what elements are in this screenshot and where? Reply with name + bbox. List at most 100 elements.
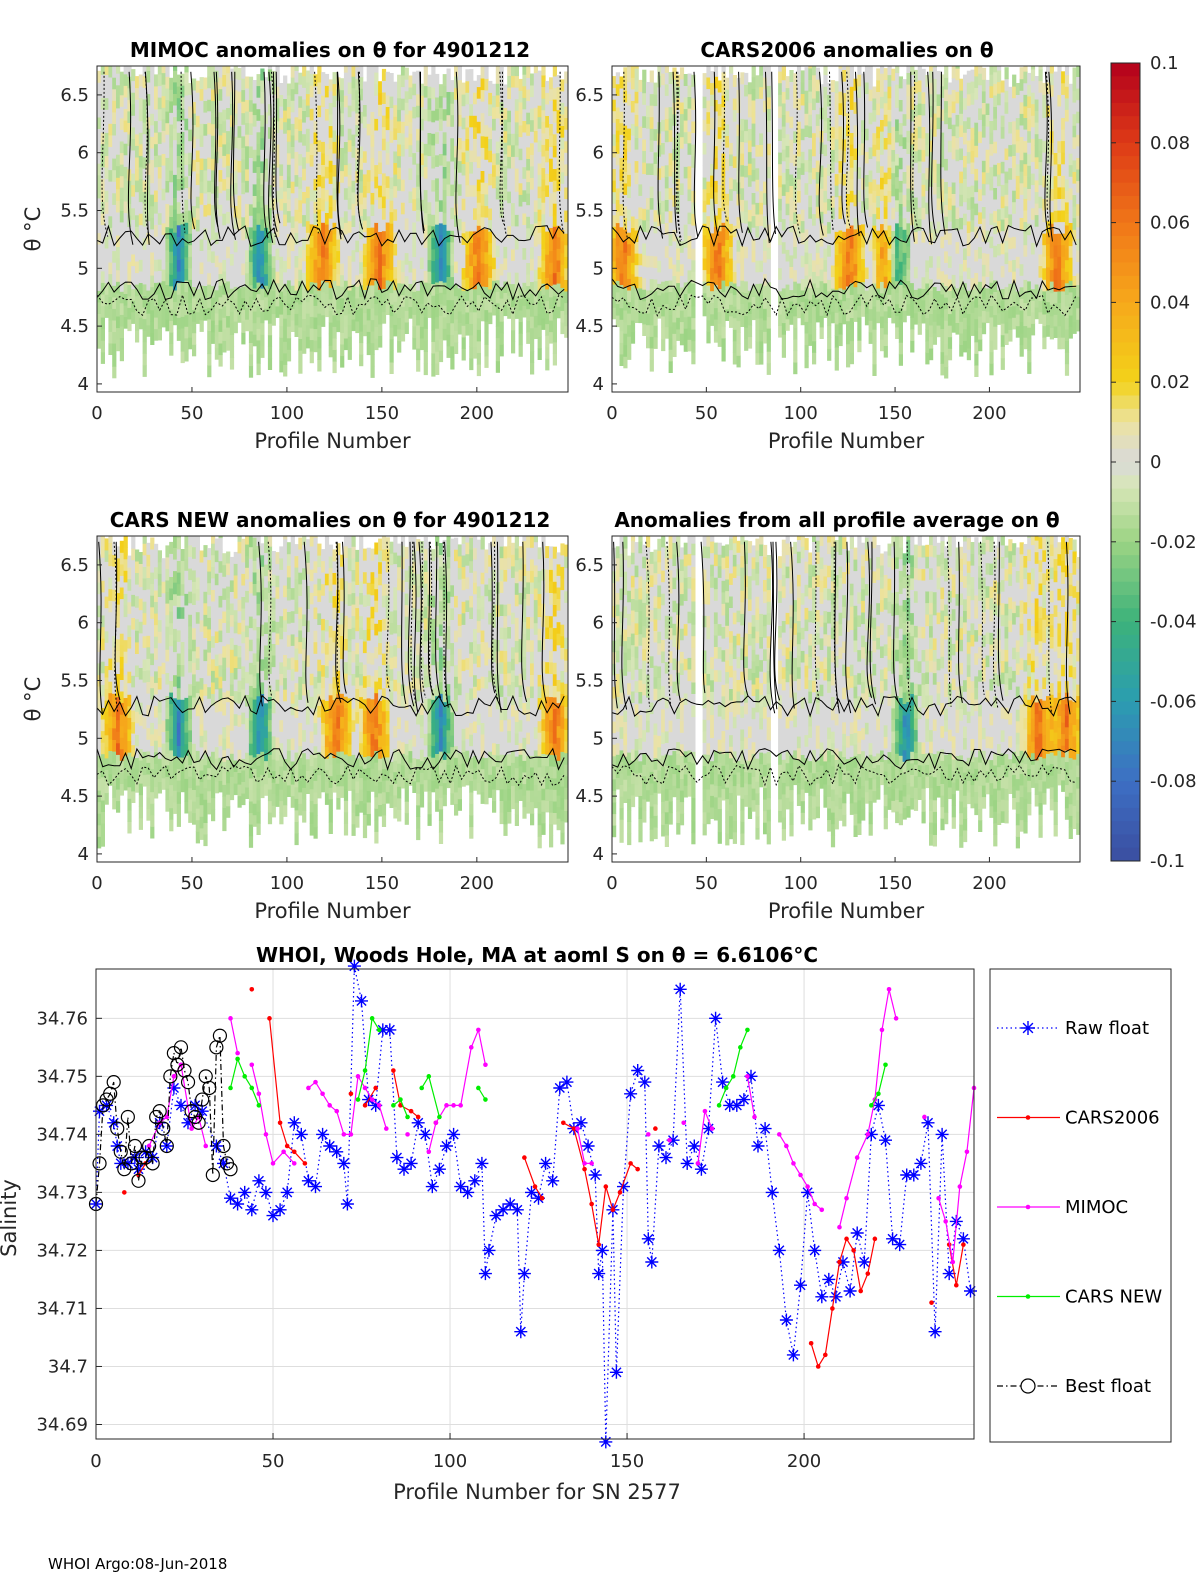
anomaly-cell (294, 290, 299, 303)
anomaly-cell (713, 192, 719, 204)
anomaly-cell (661, 258, 666, 271)
anomaly-cell (264, 158, 269, 171)
anomaly-cell (366, 169, 371, 182)
anomaly-cell (476, 283, 481, 296)
anomaly-cell (146, 82, 151, 95)
anomaly-cell (499, 113, 504, 126)
anomaly-cell (880, 339, 885, 352)
anomaly-cell (560, 218, 565, 231)
anomaly-cell (868, 239, 873, 252)
anomaly-cell (116, 188, 121, 201)
anomaly-cell (267, 230, 273, 243)
anomaly-cell (857, 317, 862, 330)
anomaly-cell (883, 172, 888, 185)
anomaly-cell (195, 196, 200, 209)
anomaly-cell (446, 218, 451, 231)
anomaly-cell (507, 306, 512, 319)
anomaly-cell (921, 230, 926, 243)
anomaly-cell (838, 310, 843, 323)
anomaly-cell (895, 84, 900, 97)
anomaly-cell (435, 282, 440, 294)
anomaly-cell (423, 235, 428, 248)
anomaly-cell (556, 109, 561, 122)
anomaly-cell (362, 104, 368, 117)
anomaly-cell (154, 143, 159, 156)
anomaly-cell (214, 278, 219, 291)
anomaly-cell (165, 99, 170, 112)
anomaly-cell (630, 239, 636, 252)
anomaly-cell (119, 268, 124, 281)
anomaly-cell (507, 237, 512, 250)
anomaly-cell (416, 209, 421, 222)
anomaly-cell (706, 181, 711, 194)
anomaly-cell (785, 110, 790, 123)
anomaly-cell (123, 97, 128, 110)
anomaly-cell (488, 219, 493, 232)
anomaly-cell (461, 198, 466, 211)
anomaly-cell (827, 129, 832, 142)
anomaly-cell (419, 314, 425, 327)
contour-line (263, 71, 269, 239)
anomaly-cell (435, 293, 440, 306)
anomaly-cell (465, 103, 470, 116)
anomaly-cell (751, 169, 756, 182)
anomaly-cell (412, 337, 417, 350)
anomaly-cell (157, 282, 162, 295)
anomaly-cell (530, 142, 535, 155)
anomaly-cell (211, 262, 216, 275)
anomaly-cell (492, 106, 497, 119)
anomaly-cell (917, 299, 922, 312)
anomaly-cell (511, 191, 516, 204)
anomaly-cell (883, 79, 888, 92)
anomaly-cell (112, 88, 117, 101)
anomaly-cell (702, 200, 707, 213)
anomaly-cell (766, 258, 771, 271)
anomaly-cell (450, 357, 455, 370)
anomaly-cell (612, 168, 617, 181)
anomaly-cell (142, 295, 147, 308)
anomaly-cell (710, 209, 715, 222)
anomaly-cell (615, 211, 620, 224)
anomaly-cell (389, 177, 394, 190)
anomaly-cell (921, 300, 926, 312)
anomaly-cell (537, 324, 542, 337)
anomaly-cell (454, 284, 459, 297)
anomaly-cell (362, 243, 368, 256)
anomaly-cell (925, 109, 930, 122)
anomaly-cell (526, 297, 531, 310)
anomaly-cell (815, 102, 820, 115)
anomaly-cell (876, 80, 881, 92)
anomaly-cell (199, 239, 204, 251)
anomaly-cell (921, 80, 926, 93)
anomaly-cell (135, 99, 140, 112)
anomaly-cell (484, 286, 489, 299)
anomaly-cell (691, 155, 696, 168)
anomaly-cell (552, 180, 557, 193)
anomaly-cell (827, 279, 832, 292)
anomaly-cell (868, 170, 873, 183)
anomaly-cell (846, 193, 851, 206)
anomaly-cell (313, 247, 318, 260)
anomaly-cell (317, 267, 322, 280)
anomaly-cell (511, 272, 516, 285)
anomaly-cell (328, 218, 333, 231)
anomaly-cell (921, 68, 926, 81)
anomaly-cell (492, 141, 497, 154)
contour-line (144, 71, 150, 245)
anomaly-cell (343, 118, 349, 131)
anomaly-cell (819, 234, 824, 247)
anomaly-cell (861, 304, 866, 317)
anomaly-cell (880, 212, 885, 225)
anomaly-cell (355, 240, 360, 253)
anomaly-cell (781, 103, 786, 115)
anomaly-cell (427, 144, 432, 157)
anomaly-cell (898, 99, 903, 112)
anomaly-cell (112, 158, 117, 171)
anomaly-cell (514, 237, 519, 250)
anomaly-cell (793, 165, 798, 178)
anomaly-cell (537, 116, 542, 129)
anomaly-cell (717, 126, 722, 139)
anomaly-cell (184, 153, 189, 165)
anomaly-cell (702, 73, 707, 86)
anomaly-cell (222, 248, 227, 260)
